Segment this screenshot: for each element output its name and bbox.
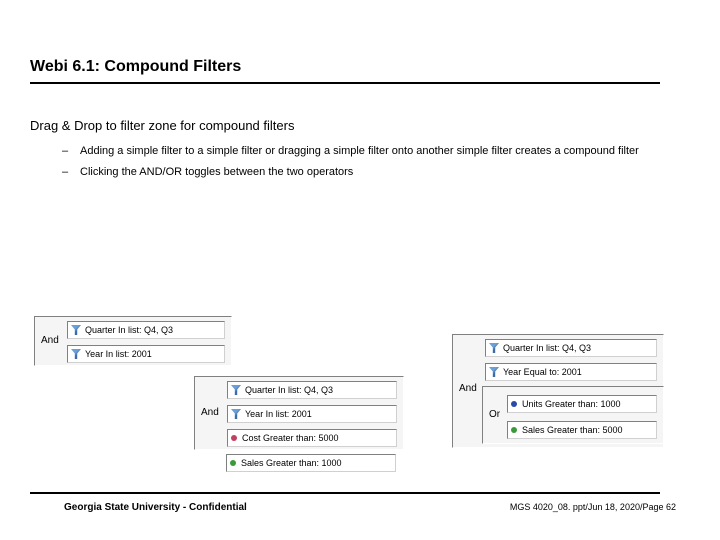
operator-toggle[interactable]: Or (489, 409, 500, 420)
bullet-text: Adding a simple filter to a simple filte… (80, 144, 652, 159)
filter-label: Year In list: 2001 (245, 409, 312, 419)
filter-group-a[interactable]: And Quarter In list: Q4, Q3 Year In list… (34, 316, 232, 366)
footer-left: Georgia State University - Confidential (64, 502, 247, 513)
list-item: – Adding a simple filter to a simple fil… (62, 144, 652, 159)
operator-toggle[interactable]: And (201, 407, 219, 418)
filter-group-b[interactable]: And Quarter In list: Q4, Q3 Year In list… (194, 376, 404, 450)
filter-item[interactable]: Year Equal to: 2001 (485, 363, 657, 381)
funnel-icon (489, 343, 499, 353)
bullet-text: Clicking the AND/OR toggles between the … (80, 165, 652, 180)
slide-title: Webi 6.1: Compound Filters (30, 58, 241, 76)
funnel-icon (71, 325, 81, 335)
filter-label: Year In list: 2001 (85, 349, 152, 359)
bullet-dash-icon: – (62, 144, 80, 159)
filter-label: Cost Greater than: 5000 (242, 433, 339, 443)
operator-toggle[interactable]: And (41, 335, 59, 346)
filter-label: Sales Greater than: 1000 (241, 458, 342, 468)
operator-toggle[interactable]: And (459, 383, 477, 394)
filter-item[interactable]: Year In list: 2001 (227, 405, 397, 423)
filter-label: Quarter In list: Q4, Q3 (245, 385, 333, 395)
filter-item[interactable]: Quarter In list: Q4, Q3 (67, 321, 225, 339)
measure-dot-icon (511, 401, 517, 407)
list-item: – Clicking the AND/OR toggles between th… (62, 165, 652, 180)
divider-bottom (30, 492, 660, 494)
measure-dot-icon (230, 460, 236, 466)
filter-item[interactable]: Quarter In list: Q4, Q3 (227, 381, 397, 399)
filter-label: Quarter In list: Q4, Q3 (503, 343, 591, 353)
funnel-icon (231, 409, 241, 419)
filter-item[interactable]: Sales Greater than: 5000 (507, 421, 657, 439)
filter-label: Quarter In list: Q4, Q3 (85, 325, 173, 335)
filter-label: Sales Greater than: 5000 (522, 425, 623, 435)
filter-item[interactable]: Sales Greater than: 1000 (226, 454, 396, 472)
bullet-dash-icon: – (62, 165, 80, 180)
footer-right: MGS 4020_08. ppt/Jun 18, 2020/Page 62 (510, 502, 676, 512)
filter-label: Units Greater than: 1000 (522, 399, 621, 409)
filter-item[interactable]: Units Greater than: 1000 (507, 395, 657, 413)
funnel-icon (231, 385, 241, 395)
filter-item[interactable]: Year In list: 2001 (67, 345, 225, 363)
measure-dot-icon (511, 427, 517, 433)
filter-item[interactable]: Quarter In list: Q4, Q3 (485, 339, 657, 357)
intro-text: Drag & Drop to filter zone for compound … (30, 118, 294, 133)
filter-item[interactable]: Cost Greater than: 5000 (227, 429, 397, 447)
filter-group-c-inner[interactable]: Or Units Greater than: 1000 Sales Greate… (482, 386, 664, 444)
filter-label: Year Equal to: 2001 (503, 367, 582, 377)
funnel-icon (71, 349, 81, 359)
bullet-list: – Adding a simple filter to a simple fil… (62, 144, 652, 186)
divider-top (30, 82, 660, 84)
measure-dot-icon (231, 435, 237, 441)
funnel-icon (489, 367, 499, 377)
